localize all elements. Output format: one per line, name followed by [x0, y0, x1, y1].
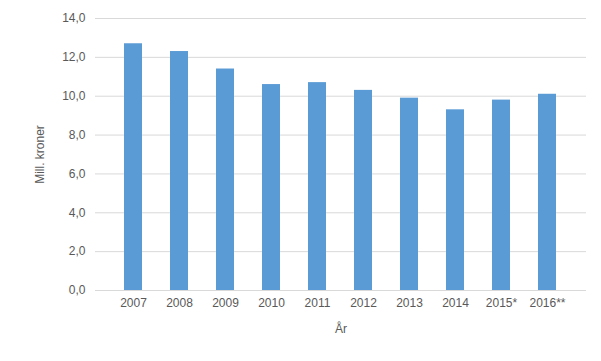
svg-text:8,0: 8,0 [69, 128, 86, 142]
svg-text:2010: 2010 [258, 296, 285, 310]
svg-text:2007: 2007 [120, 296, 147, 310]
svg-text:12,0: 12,0 [62, 50, 86, 64]
svg-text:4,0: 4,0 [69, 206, 86, 220]
svg-text:6,0: 6,0 [69, 167, 86, 181]
svg-text:2009: 2009 [212, 296, 239, 310]
svg-text:0,0: 0,0 [69, 283, 86, 297]
svg-text:Mill. kroner: Mill. kroner [33, 125, 47, 184]
svg-text:År: År [335, 321, 347, 336]
svg-text:2015*: 2015* [486, 296, 518, 310]
svg-text:2016**: 2016** [529, 296, 565, 310]
svg-text:2008: 2008 [166, 296, 193, 310]
svg-text:2011: 2011 [305, 296, 331, 310]
svg-text:2014: 2014 [442, 296, 469, 310]
svg-text:10,0: 10,0 [62, 89, 86, 103]
svg-text:14,0: 14,0 [62, 11, 86, 25]
svg-text:2013: 2013 [396, 296, 423, 310]
svg-text:2,0: 2,0 [69, 244, 86, 258]
svg-text:2012: 2012 [350, 296, 377, 310]
